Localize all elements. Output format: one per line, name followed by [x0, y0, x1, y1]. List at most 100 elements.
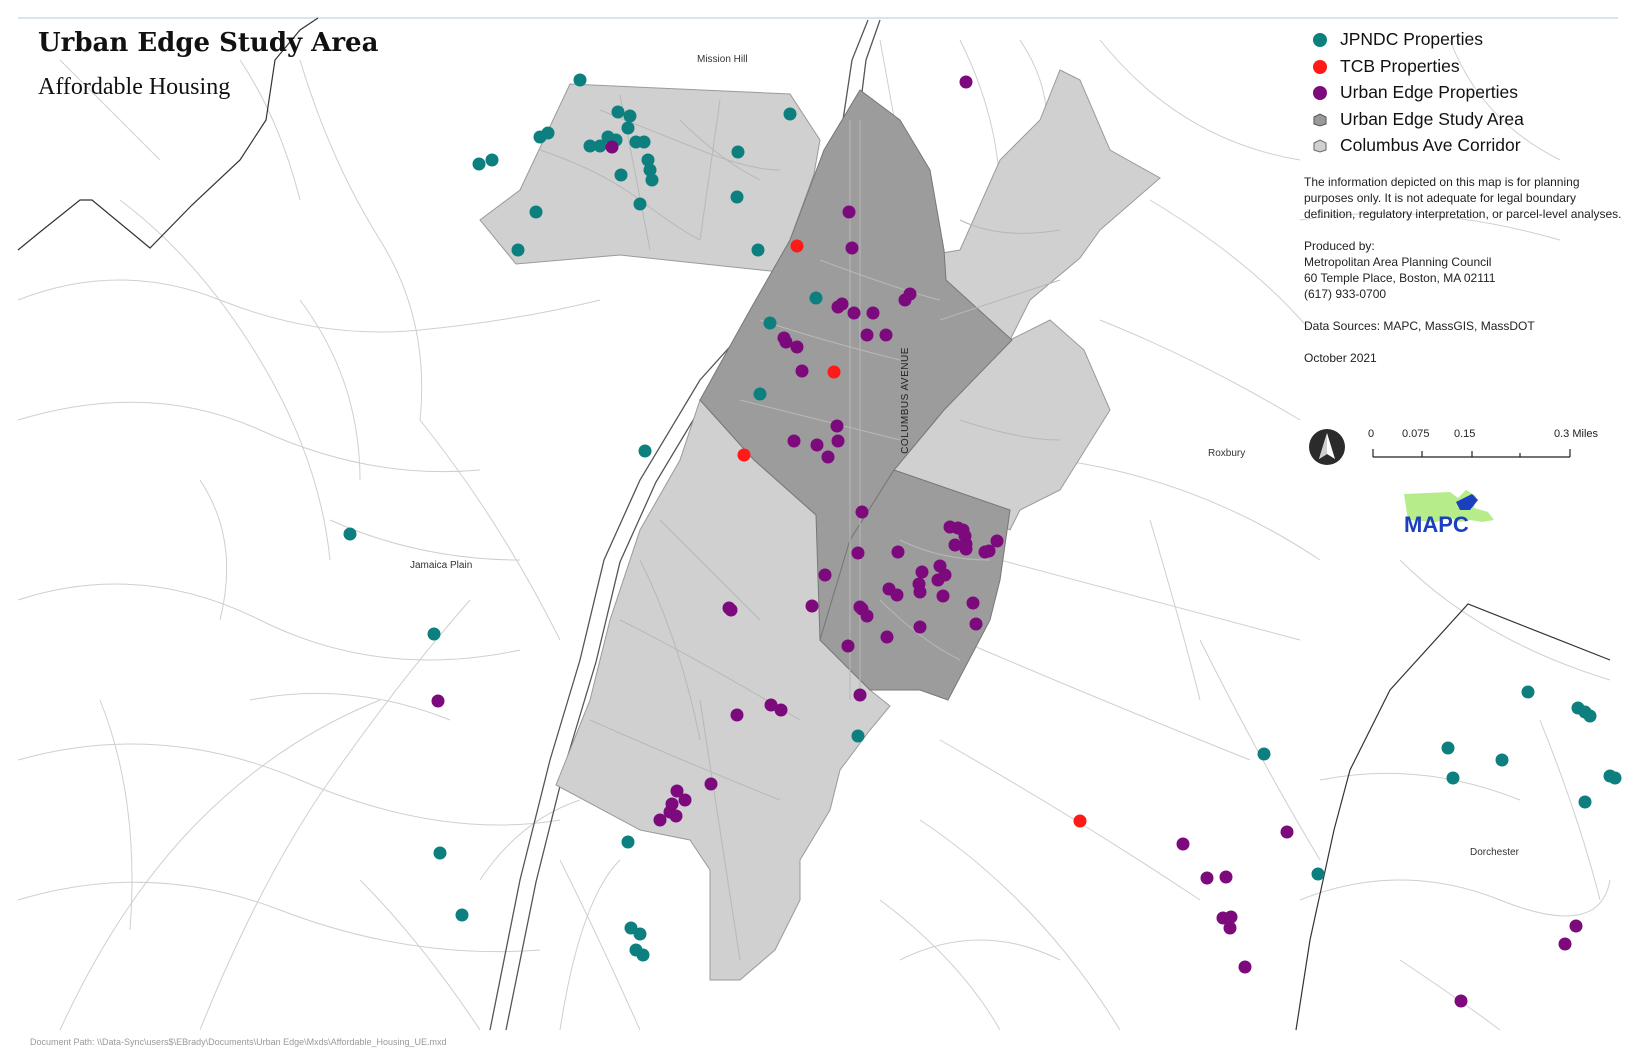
jpndc-points [343, 73, 1622, 962]
urban-edge-property-point [730, 708, 744, 722]
jpndc-property-point [1521, 685, 1535, 699]
place-label-dorchester: Dorchester [1470, 847, 1519, 858]
urban-edge-property-point [855, 505, 869, 519]
urban-edge-property-point [795, 364, 809, 378]
urban-edge-property-point [936, 589, 950, 603]
jpndc-property-point [1441, 741, 1455, 755]
urban-edge-property-point [1558, 937, 1572, 951]
tcb-points [737, 239, 1087, 828]
urban-edge-property-point [831, 434, 845, 448]
urban-edge-property-point [851, 546, 865, 560]
jpndc-property-point [636, 948, 650, 962]
jpndc-property-point [763, 316, 777, 330]
urban-edge-property-point [670, 784, 684, 798]
tcb-property-point [737, 448, 751, 462]
urban-edge-property-point [931, 573, 945, 587]
urban-edge-property-point [842, 205, 856, 219]
urban-edge-property-point [880, 630, 894, 644]
urban-edge-property-point [830, 419, 844, 433]
jpndc-property-point [753, 387, 767, 401]
urban-edge-property-point [913, 585, 927, 599]
urban-edge-property-point [669, 809, 683, 823]
jpndc-property-point [1495, 753, 1509, 767]
jpndc-property-point [1257, 747, 1271, 761]
jpndc-property-point [783, 107, 797, 121]
place-label-jamaica-plain: Jamaica Plain [410, 560, 473, 571]
circle-symbol-icon [1313, 86, 1327, 100]
jpndc-property-point [645, 173, 659, 187]
jpndc-property-point [611, 105, 625, 119]
urban-edge-property-point [990, 534, 1004, 548]
produced-by-text: Produced by: Metropolitan Area Planning … [1304, 239, 1496, 301]
jpndc-property-point [1608, 771, 1622, 785]
jpndc-property-point [638, 444, 652, 458]
map-date: October 2021 [1304, 351, 1377, 365]
urban-edge-property-point [678, 793, 692, 807]
urban-edge-property-point [1454, 994, 1468, 1008]
jpndc-property-point [730, 190, 744, 204]
jpndc-property-point [583, 139, 597, 153]
scale-tick-label: 0.3 Miles [1554, 428, 1599, 440]
boundary-lines [17, 17, 1611, 1031]
corridor-polygons [479, 69, 1161, 981]
jpndc-property-point [573, 73, 587, 87]
urban-edge-property-point [1569, 919, 1583, 933]
jpndc-property-point [851, 729, 865, 743]
urban-edge-property-point [903, 287, 917, 301]
mapc-logo-text: MAPC [1404, 512, 1469, 537]
urban-edge-property-point [1280, 825, 1294, 839]
urban-edge-property-point [821, 450, 835, 464]
mapc-logo: MAPC [1404, 490, 1494, 537]
urban-edge-property-point [1219, 870, 1233, 884]
jpndc-property-point [1311, 867, 1325, 881]
urban-edge-property-point [431, 694, 445, 708]
jpndc-property-point [343, 527, 357, 541]
jpndc-property-point [433, 846, 447, 860]
urban-edge-property-point [1200, 871, 1214, 885]
tcb-property-point [827, 365, 841, 379]
urban-edge-property-point [841, 639, 855, 653]
jpndc-property-point [621, 121, 635, 135]
jpndc-property-point [1583, 709, 1597, 723]
urban-edge-property-point [1223, 921, 1237, 935]
urban-edge-property-point [774, 703, 788, 717]
urban-edge-property-point [959, 542, 973, 556]
street-network [17, 39, 1611, 1031]
document-path: Document Path: \\Data-Sync\users$\EBrady… [30, 1037, 447, 1047]
urban-edge-property-point [818, 568, 832, 582]
jpndc-property-point [472, 157, 486, 171]
jpndc-property-point [511, 243, 525, 257]
urban-edge-property-point [810, 438, 824, 452]
map-notes: The information depicted on this map is … [1304, 174, 1622, 382]
jpndc-property-point [485, 153, 499, 167]
north-arrow-icon [1309, 429, 1345, 465]
urban-edge-property-point [915, 565, 929, 579]
urban-edge-property-point [653, 813, 667, 827]
street-label-columbus-avenue: COLUMBUS AVENUE [899, 347, 911, 454]
urban-edge-property-point [879, 328, 893, 342]
jpndc-property-point [529, 205, 543, 219]
jpndc-property-point [1578, 795, 1592, 809]
urban-edge-property-point [805, 599, 819, 613]
urban-edge-property-point [787, 434, 801, 448]
jpndc-property-point [809, 291, 823, 305]
scale-tick-label: 0.15 [1454, 428, 1476, 440]
jpndc-property-point [633, 927, 647, 941]
scale-bar-graphic [1372, 449, 1571, 458]
urban-edge-property-point [605, 140, 619, 154]
urban-edge-property-point [913, 620, 927, 634]
polygon-symbol-icon [1313, 112, 1327, 127]
jpndc-property-point [455, 908, 469, 922]
scale-tick-label: 0.075 [1402, 428, 1430, 440]
data-sources-text: Data Sources: MAPC, MassGIS, MassDOT [1304, 319, 1535, 333]
jpndc-property-point [637, 135, 651, 149]
urban-edge-property-point [853, 688, 867, 702]
urban-edge-property-point [959, 75, 973, 89]
jpndc-property-point [1446, 771, 1460, 785]
urban-edge-property-point [764, 698, 778, 712]
jpndc-property-point [614, 168, 628, 182]
urban-edge-property-point [860, 328, 874, 342]
jpndc-property-point [731, 145, 745, 159]
circle-symbol-icon [1313, 33, 1327, 47]
